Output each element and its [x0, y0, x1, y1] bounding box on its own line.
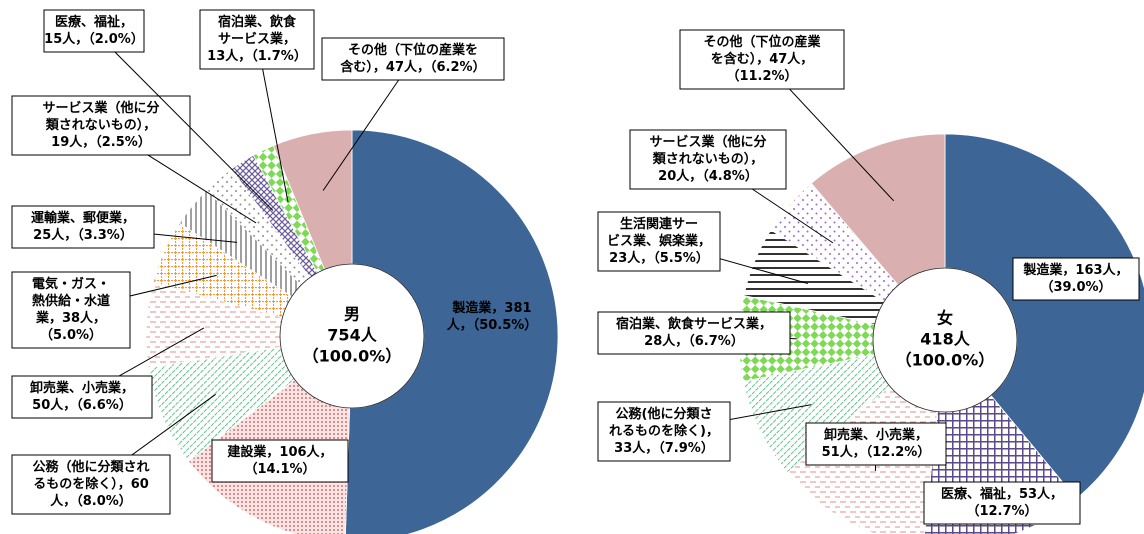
center-label-line: 418人 — [920, 330, 970, 349]
data-label: 公務（他に分類され — [32, 459, 149, 475]
label-box — [679, 29, 845, 90]
label-box — [597, 311, 791, 355]
data-label: 51人，（12.2%） — [822, 444, 931, 460]
data-label: 卸売業、小売業， — [824, 427, 928, 443]
data-label: 含む），47人，（6.2%） — [339, 59, 485, 75]
data-label: 卸売業、小売業， — [30, 380, 134, 396]
leader-line — [93, 30, 274, 211]
data-label: るものを除く），60 — [33, 476, 149, 492]
data-label: 25人，（3.3%） — [33, 227, 133, 243]
center-label-line: （100.0%） — [896, 351, 995, 370]
data-label: れるものを除く)， — [609, 423, 719, 439]
label-box — [11, 375, 153, 419]
label-box — [211, 439, 349, 483]
leader-line — [322, 58, 414, 191]
data-label: 製造業，381 — [451, 300, 531, 316]
data-label: 建設業，106人， — [227, 444, 332, 460]
center-label-line: 女 — [937, 309, 953, 328]
data-label: 運輸業、郵便業， — [31, 210, 135, 226]
data-label: （39.0%） — [1040, 279, 1111, 295]
label-box — [321, 37, 505, 81]
data-label: 類されないもの）， — [45, 117, 157, 133]
center-label-line: （100.0%） — [303, 347, 402, 366]
label-box — [629, 129, 787, 190]
data-label: 製造業，163人， — [1022, 262, 1128, 278]
label-box — [923, 481, 1081, 525]
data-label: （14.1%） — [244, 461, 315, 477]
data-label: 28人，（6.7%） — [644, 333, 744, 349]
label-box — [11, 95, 191, 156]
data-label: その他（下位の産業 — [703, 34, 821, 50]
data-label: 電気・ガス・ — [32, 276, 110, 292]
data-label: 熱供給・水道 — [32, 293, 110, 309]
center-label: 女 418人 （100.0%） — [896, 309, 995, 370]
label-box — [597, 211, 721, 272]
label-box — [11, 454, 171, 515]
data-label: 13人，（1.7%） — [207, 48, 307, 64]
label-box — [11, 271, 131, 349]
data-label: 宿泊業、飲食 — [218, 14, 297, 30]
data-label: サービス業， — [218, 31, 296, 47]
data-label: （12.7%） — [966, 503, 1037, 519]
label-box — [597, 401, 731, 462]
label-box — [199, 9, 315, 70]
data-label: 業，38人， — [35, 310, 106, 326]
data-label: 19人，（2.5%） — [51, 134, 151, 150]
data-label: 類されないもの）， — [652, 151, 764, 167]
center-label-line: 男 — [344, 305, 360, 324]
center-label: 男 754人 （100.0%） — [303, 305, 402, 366]
data-label: （5.0%） — [40, 327, 102, 343]
donut-hole — [872, 267, 1018, 413]
data-label: サービス業（他に分 — [42, 100, 159, 116]
data-label: 15人，（2.0%） — [44, 31, 144, 47]
label-box — [43, 9, 145, 53]
data-label: 20人，（4.8%） — [658, 168, 758, 184]
data-label: 人，（8.0%） — [50, 493, 132, 509]
data-label: 医療、福祉，53人， — [941, 486, 1063, 502]
label-box — [11, 205, 155, 249]
data-label: 人，（50.5%） — [447, 317, 538, 333]
data-label: 50人，（6.6%） — [32, 397, 132, 413]
label-box — [805, 422, 947, 466]
data-label: 公務(他に分類さ — [616, 406, 713, 422]
center-label-line: 754人 — [327, 326, 377, 345]
data-label: 23人，（5.5%） — [609, 250, 709, 266]
data-label: サービス業（他に分 — [649, 134, 766, 150]
data-label: を含む），47人， — [711, 51, 814, 67]
data-label: ビス業、娯楽業， — [607, 233, 711, 249]
data-label: 生活関連サー — [620, 216, 698, 232]
donut-hole — [279, 263, 425, 409]
data-label: 医療、福祉， — [55, 14, 133, 30]
data-label: その他（下位の産業を — [348, 42, 478, 58]
data-label: 宿泊業、飲食サービス業， — [616, 316, 772, 332]
data-label: （11.2%） — [726, 68, 797, 84]
data-label: 33人，（7.9%） — [614, 440, 714, 456]
label-box — [1012, 257, 1140, 301]
